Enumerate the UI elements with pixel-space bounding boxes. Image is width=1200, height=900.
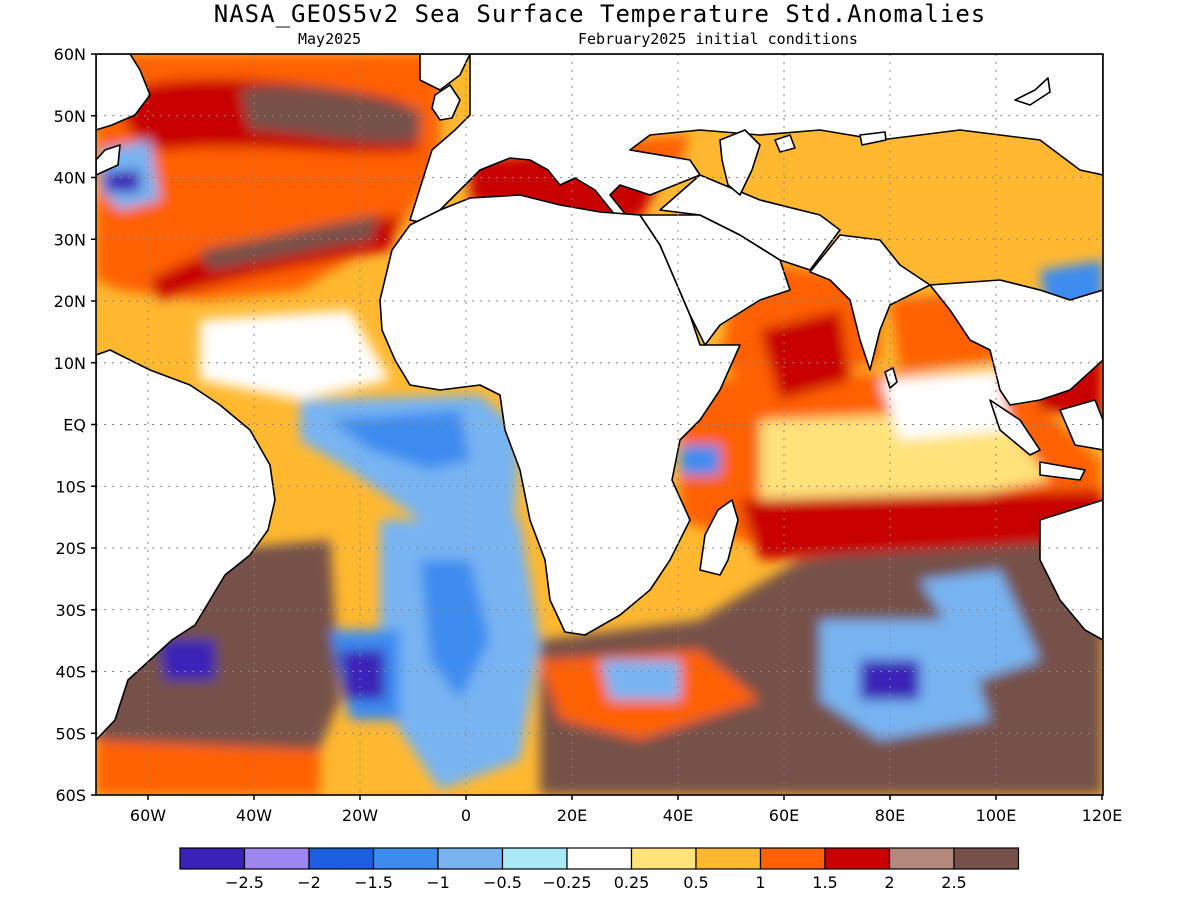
lat-label: 60S [55, 786, 86, 805]
lat-label: 20S [55, 539, 86, 558]
lon-label: 20W [342, 806, 378, 825]
colorbar-tick-label: 2 [884, 873, 894, 892]
madagascar [699, 499, 739, 576]
colorbar-tick-label: −1 [426, 873, 450, 892]
lon-label: 40E [663, 806, 693, 825]
north-america [96, 54, 151, 131]
anomaly-patch [200, 215, 380, 270]
longitude-axis: 60W 40W 20W 0 20E 40E 60E 80E 100E 120E [130, 795, 1122, 825]
anomaly-patch [860, 660, 920, 700]
latitude-axis: 60N 50N 40N 30N 20N 10N EQ 10S 20S 30S 40S 50S 60S [54, 45, 96, 805]
asia-west [659, 174, 841, 271]
japan [1014, 77, 1051, 106]
british-isles [431, 84, 461, 121]
australia [1039, 499, 1103, 641]
anomaly-patch [760, 310, 850, 400]
lon-label: 60E [769, 806, 799, 825]
colorbar-tick-label: −2 [297, 873, 321, 892]
anomaly-patch [96, 740, 320, 795]
india [809, 234, 931, 371]
colorbar-tick-label: −0.25 [542, 873, 591, 892]
colorbar-swatch [308, 847, 375, 870]
initial-conditions-label: February2025 initial conditions [578, 30, 858, 48]
lat-label: 30S [55, 601, 86, 620]
anomaly-patch [880, 370, 1010, 440]
colorbar-tick-label: 1.5 [812, 873, 837, 892]
map-plot-area [96, 54, 1103, 795]
colorbar-swatch [695, 847, 762, 870]
lon-label: 40W [236, 806, 272, 825]
lat-label: 40S [55, 663, 86, 682]
colorbar-swatch [888, 847, 955, 870]
lat-label: 40N [54, 169, 86, 188]
nova-scotia [96, 144, 121, 176]
anomaly-patch [600, 660, 680, 700]
colorbar-swatch [501, 847, 568, 870]
greenland-edge [419, 54, 471, 91]
lon-label: 80E [875, 806, 905, 825]
lon-label: 0 [461, 806, 471, 825]
colorbar-swatch [372, 847, 439, 870]
anomaly-patch [160, 640, 215, 680]
colorbar-swatch [437, 847, 504, 870]
anomaly-patch [760, 410, 1050, 520]
colorbar-tick-label: −1.5 [354, 873, 393, 892]
colorbar-swatch [179, 847, 246, 870]
se-asia [929, 279, 1103, 406]
lat-label: 20N [54, 292, 86, 311]
lon-label: 20E [557, 806, 587, 825]
lat-label: 10N [54, 354, 86, 373]
colorbar-swatch [824, 847, 891, 870]
colorbar-swatch [759, 847, 826, 870]
lat-label: 30N [54, 230, 86, 249]
anomaly-patch [740, 490, 1103, 560]
lat-label: EQ [63, 416, 86, 435]
lon-label: 60W [130, 806, 166, 825]
gridlines [96, 54, 1103, 795]
lon-label: 100E [976, 806, 1017, 825]
sri-lanka [884, 367, 898, 389]
anomaly-patch [340, 650, 385, 700]
colorbar-tick-label: −0.5 [483, 873, 522, 892]
anomaly-patch [680, 445, 720, 475]
africa [379, 194, 741, 636]
forecast-month-label: May2025 [298, 30, 362, 48]
land-masses [96, 54, 1103, 741]
sumatra [989, 399, 1041, 456]
lat-label: 50S [55, 724, 86, 743]
anomaly-patch [200, 310, 390, 400]
colorbar-tick-label: 1 [755, 873, 765, 892]
java [1039, 461, 1086, 481]
colorbar-tick-labels: −2.5 −2 −1.5 −1 −0.5 −0.25 0.25 0.5 1 1.5 2 2.5 [225, 873, 967, 892]
lat-label: 60N [54, 45, 86, 64]
colorbar-swatch [566, 847, 633, 870]
lat-label: 50N [54, 107, 86, 126]
colorbar-swatch [630, 847, 697, 870]
aral-sea [774, 134, 796, 153]
lon-label: 120E [1082, 806, 1123, 825]
map-title: NASA_GEOS5v2 Sea Surface Temperature Std… [213, 0, 987, 28]
anomaly-patch [920, 570, 1040, 680]
anomaly-patch [104, 170, 140, 192]
lake-balkhash [859, 131, 887, 146]
anomaly-patch [240, 86, 420, 143]
anomaly-patch [330, 410, 470, 470]
colorbar-tick-label: −2.5 [225, 873, 264, 892]
colorbar-tick-label: 2.5 [941, 873, 966, 892]
south-america [96, 349, 276, 741]
lat-label: 10S [55, 477, 86, 496]
colorbar-swatch [953, 847, 1020, 870]
colorbar [179, 847, 1020, 870]
anomaly-patch [420, 560, 490, 700]
colorbar-tick-label: 0.5 [683, 873, 708, 892]
colorbar-tick-label: 0.25 [614, 873, 650, 892]
colorbar-swatch [243, 847, 310, 870]
caspian-sea [719, 129, 761, 196]
